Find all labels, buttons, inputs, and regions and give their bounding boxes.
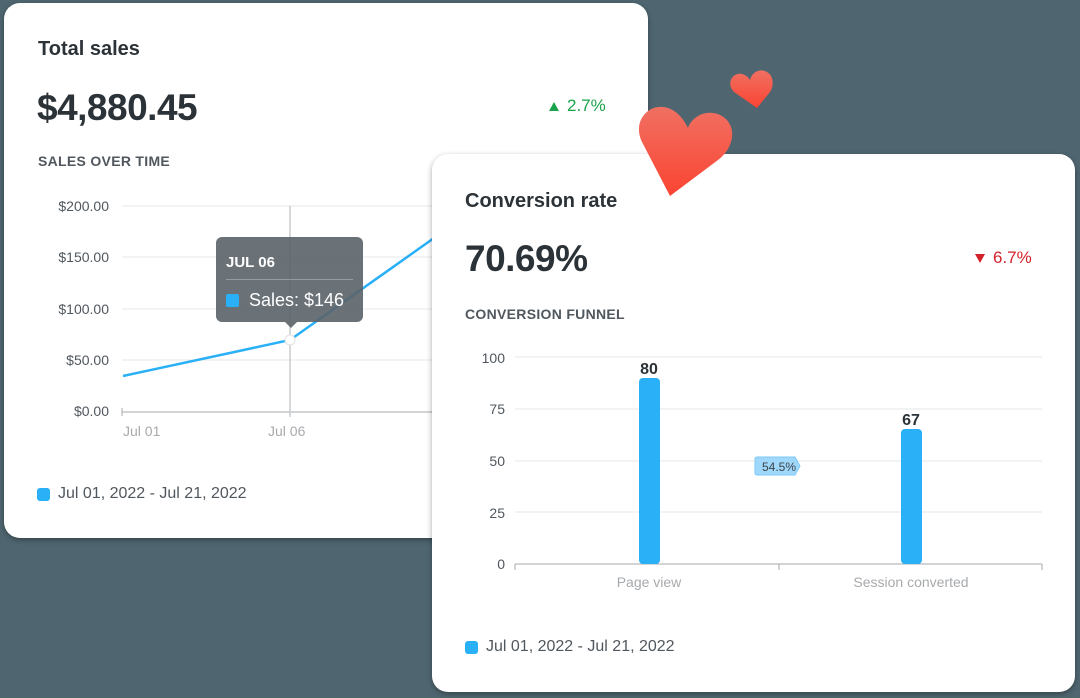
svg-text:100: 100 bbox=[482, 350, 506, 366]
chart-tooltip: JUL 06 Sales: $146 bbox=[216, 237, 363, 328]
tooltip-value: Sales: $146 bbox=[249, 290, 345, 310]
legend-swatch bbox=[465, 640, 478, 654]
section-label: SALES OVER TIME bbox=[38, 153, 171, 169]
delta-badge: 6.7% bbox=[975, 248, 1032, 268]
svg-text:Page view: Page view bbox=[617, 574, 682, 590]
legend-swatch bbox=[37, 487, 50, 501]
sales-line-chart[interactable]: $200.00 $150.00 $100.00 $50.00 $0.00 Jul… bbox=[4, 3, 648, 538]
svg-text:54.5%: 54.5% bbox=[762, 460, 796, 474]
delta-badge: 2.7% bbox=[549, 96, 606, 116]
chart-legend[interactable]: Jul 01, 2022 - Jul 21, 2022 bbox=[465, 638, 675, 656]
svg-text:80: 80 bbox=[640, 361, 658, 378]
tooltip-swatch bbox=[226, 294, 239, 307]
svg-text:Session converted: Session converted bbox=[853, 574, 968, 590]
svg-text:$0.00: $0.00 bbox=[74, 403, 109, 419]
card-title: Total sales bbox=[38, 38, 140, 60]
card-title: Conversion rate bbox=[465, 190, 618, 212]
triangle-up-icon bbox=[549, 101, 559, 111]
heart-icon bbox=[730, 70, 773, 108]
legend-label: Jul 01, 2022 - Jul 21, 2022 bbox=[58, 485, 247, 502]
svg-text:67: 67 bbox=[902, 412, 920, 429]
section-label: CONVERSION FUNNEL bbox=[465, 306, 625, 322]
svg-text:Jul 01: Jul 01 bbox=[123, 423, 161, 439]
conversion-rate-value: 70.69% bbox=[465, 238, 588, 279]
svg-text:25: 25 bbox=[489, 505, 505, 521]
svg-text:0: 0 bbox=[497, 556, 505, 572]
delta-value: 6.7% bbox=[993, 248, 1032, 267]
conversion-rate-card: Conversion rate 70.69% 6.7% CONVERSION F… bbox=[432, 154, 1075, 692]
svg-text:50: 50 bbox=[489, 453, 505, 469]
svg-text:$100.00: $100.00 bbox=[58, 301, 109, 317]
tooltip-row: Sales: $146 bbox=[226, 290, 344, 311]
svg-text:$50.00: $50.00 bbox=[66, 352, 109, 368]
legend-label: Jul 01, 2022 - Jul 21, 2022 bbox=[486, 638, 675, 655]
heart-icon bbox=[638, 106, 733, 196]
conversion-bar-chart[interactable]: 100 75 50 25 0 80 67 54.5% Page view Ses… bbox=[432, 154, 1075, 692]
total-sales-value: $4,880.45 bbox=[37, 87, 198, 128]
svg-text:75: 75 bbox=[489, 401, 505, 417]
chart-legend[interactable]: Jul 01, 2022 - Jul 21, 2022 bbox=[37, 485, 247, 503]
tooltip-date: JUL 06 bbox=[226, 254, 275, 271]
tooltip-divider bbox=[226, 279, 353, 280]
delta-value: 2.7% bbox=[567, 96, 606, 115]
svg-text:$200.00: $200.00 bbox=[58, 198, 109, 214]
svg-text:Jul 06: Jul 06 bbox=[268, 423, 306, 439]
triangle-down-icon bbox=[975, 253, 985, 263]
svg-text:$150.00: $150.00 bbox=[58, 249, 109, 265]
